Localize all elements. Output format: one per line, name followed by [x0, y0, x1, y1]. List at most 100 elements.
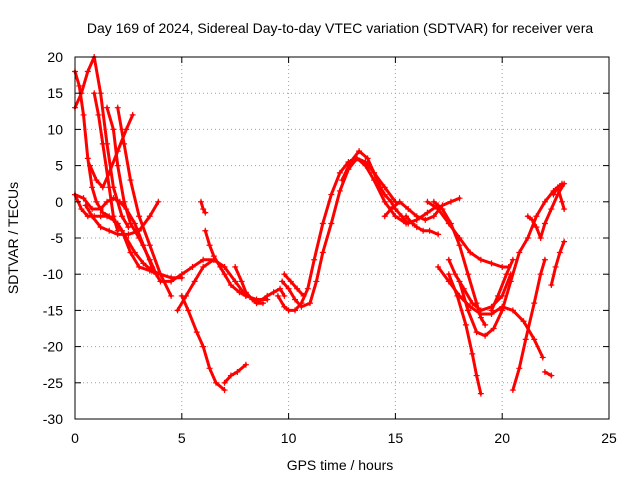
- series-trace: [511, 258, 547, 392]
- y-tick-label: -15: [43, 302, 63, 318]
- data-point: [202, 227, 209, 234]
- data-point: [217, 263, 224, 270]
- data-point: [328, 191, 335, 198]
- data-point: [552, 263, 559, 270]
- data-point: [403, 213, 410, 220]
- data-point: [533, 213, 540, 220]
- data-point: [200, 343, 207, 350]
- series-trace: [549, 240, 566, 287]
- data-point: [198, 198, 205, 205]
- data-point: [409, 220, 416, 227]
- data-point: [221, 387, 228, 394]
- data-point: [339, 177, 345, 184]
- data-point: [253, 300, 260, 307]
- data-point: [227, 372, 234, 379]
- data-point: [76, 82, 83, 89]
- data-point: [86, 162, 93, 169]
- data-point: [430, 198, 437, 205]
- data-point: [114, 104, 121, 111]
- data-point: [388, 206, 395, 213]
- data-point: [123, 126, 130, 133]
- data-point: [168, 278, 175, 285]
- y-tick-label: -25: [43, 375, 63, 391]
- data-point: [420, 227, 427, 234]
- data-point: [104, 198, 111, 205]
- data-point: [140, 260, 147, 267]
- data-point: [522, 336, 529, 343]
- series-trace: [436, 265, 545, 359]
- data-point: [287, 278, 294, 285]
- data-point: [554, 184, 561, 191]
- data-point: [97, 90, 104, 97]
- data-point: [488, 307, 495, 314]
- x-tick-label: 20: [494, 430, 510, 446]
- y-tick-label: -30: [43, 411, 63, 427]
- data-point: [509, 387, 516, 394]
- series-pass-11: [178, 292, 228, 394]
- data-point: [430, 213, 437, 220]
- data-point: [328, 220, 335, 227]
- data-point: [294, 285, 301, 292]
- data-point: [499, 307, 506, 314]
- series-pass-19: [281, 271, 307, 299]
- data-point: [524, 235, 531, 241]
- data-point: [136, 227, 143, 234]
- data-point: [281, 303, 288, 310]
- data-point: [306, 300, 313, 307]
- data-point: [482, 332, 489, 339]
- data-point: [146, 256, 153, 263]
- data-point: [84, 68, 91, 75]
- data-point: [371, 169, 378, 176]
- data-point: [259, 300, 266, 307]
- data-point: [206, 242, 213, 249]
- data-point: [121, 198, 128, 205]
- data-point: [279, 278, 286, 285]
- plot-frame: [74, 56, 610, 420]
- series-trace: [447, 272, 483, 396]
- data-point: [537, 271, 544, 278]
- data-point: [242, 361, 249, 368]
- data-point: [494, 292, 501, 299]
- data-point: [541, 198, 548, 205]
- data-point: [533, 224, 540, 231]
- series-pass-16: [253, 285, 288, 307]
- data-point: [78, 206, 85, 213]
- x-tick-label: 5: [178, 430, 186, 446]
- data-point: [206, 365, 213, 372]
- data-point: [456, 195, 463, 202]
- data-point: [236, 289, 243, 296]
- data-point: [503, 271, 510, 278]
- series-pass-10: [174, 256, 271, 314]
- data-point: [146, 242, 153, 249]
- data-point: [127, 220, 134, 227]
- series-pass-4: [86, 111, 136, 191]
- series-trace: [73, 193, 160, 276]
- data-point: [285, 307, 292, 314]
- chart-title: Day 169 of 2024, Sidereal Day-to-day VTE…: [87, 20, 593, 36]
- data-point: [556, 249, 563, 256]
- data-point: [200, 206, 207, 213]
- data-point: [462, 321, 469, 328]
- data-point: [89, 184, 96, 191]
- series-trace: [223, 363, 248, 385]
- y-tick-label: -10: [43, 266, 63, 282]
- data-point: [520, 318, 527, 325]
- series-trace: [282, 272, 306, 298]
- data-point: [531, 336, 538, 343]
- data-point: [274, 292, 281, 299]
- data-point: [561, 238, 568, 245]
- data-point: [270, 289, 277, 296]
- data-point: [193, 329, 200, 336]
- series-pass-32: [524, 180, 568, 241]
- data-point: [242, 289, 249, 296]
- data-point: [221, 271, 228, 278]
- x-tick-label: 10: [281, 430, 297, 446]
- data-point: [93, 198, 100, 205]
- data-point: [110, 213, 117, 220]
- x-axis-label: GPS time / hours: [287, 457, 394, 473]
- data-point: [292, 307, 299, 314]
- data-point: [80, 111, 87, 118]
- data-point: [125, 224, 132, 231]
- series-pass-29: [488, 256, 516, 314]
- data-point: [304, 285, 311, 292]
